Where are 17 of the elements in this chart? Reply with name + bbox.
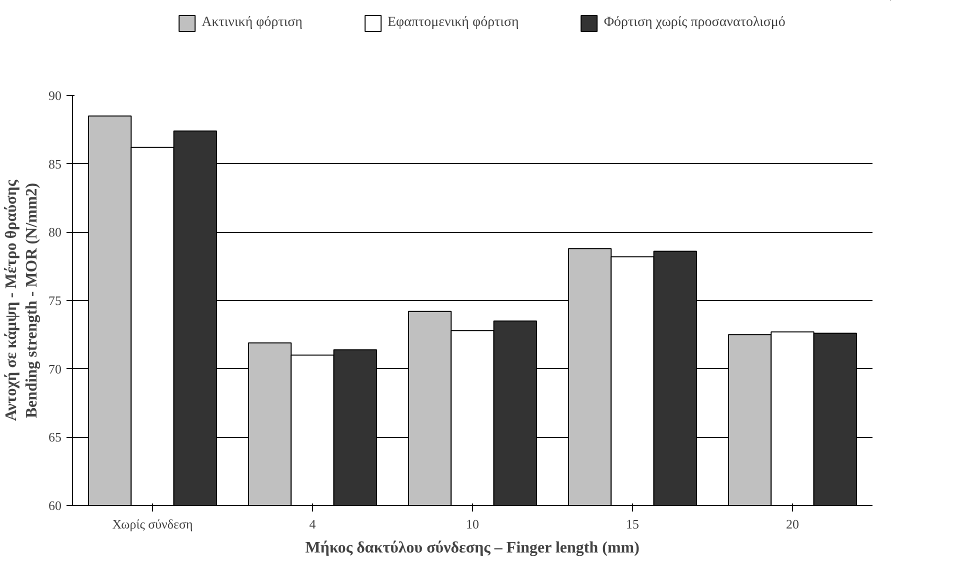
legend-label: Εφαπτομενική φόρτιση <box>387 14 519 30</box>
legend-label: Φόρτιση χωρίς προσανατολισμό <box>604 14 786 30</box>
x-tick-label: 4 <box>309 516 316 532</box>
y-tick-label: 90 <box>48 88 62 103</box>
x-tick-label: Χωρίς σύνδεση <box>112 516 194 532</box>
y-tick-label: 70 <box>48 361 62 376</box>
y-tick-label: 75 <box>48 293 62 308</box>
x-tick-label: 10 <box>466 516 479 532</box>
y-tick-label: 80 <box>48 224 62 240</box>
y-tick-label: 60 <box>48 498 62 513</box>
y-tick-label: 85 <box>48 156 62 172</box>
x-tick-label: 20 <box>786 516 799 532</box>
y-axis-title: Αντοχή σε κάμψη - Μέτρο θραύσης Bending strength - MOR (N/mm2) <box>3 180 40 422</box>
x-tick-label: 15 <box>626 516 639 532</box>
x-axis-title: Μήκος δακτύλου σύνδεσης – Finger length (mm) <box>305 540 640 556</box>
legend-label: Ακτινική φόρτιση <box>202 14 302 30</box>
y-tick-label: 65 <box>48 430 62 445</box>
